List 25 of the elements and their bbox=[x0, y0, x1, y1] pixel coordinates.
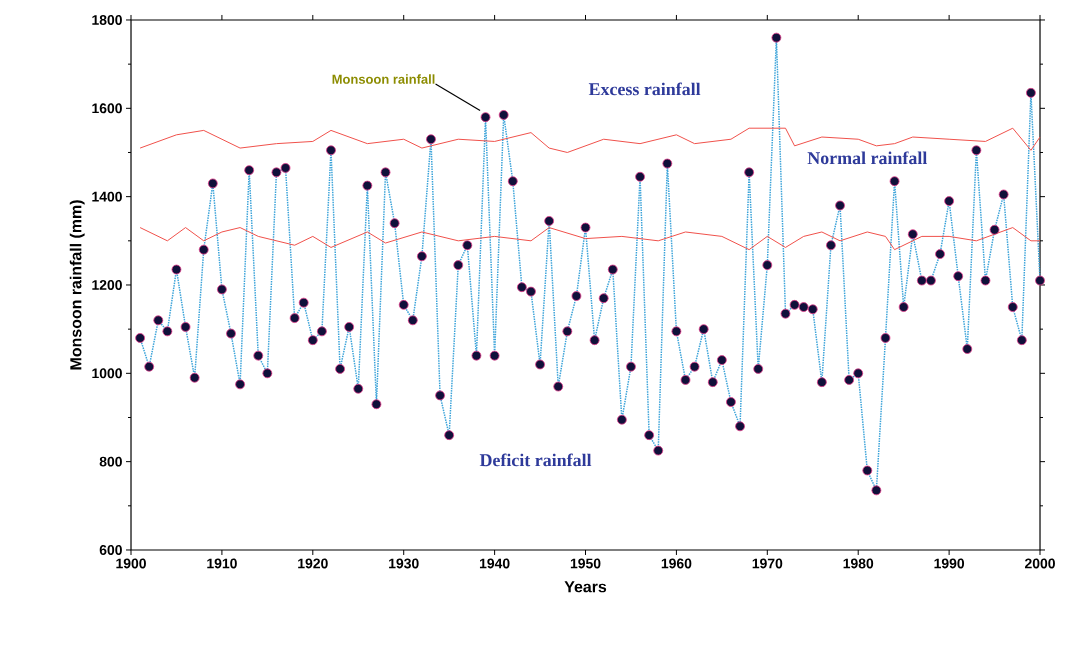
x-tick-label: 1950 bbox=[570, 558, 601, 569]
y-tick-label: 600 bbox=[99, 545, 122, 555]
y-tick-label: 1600 bbox=[92, 103, 122, 114]
x-tick-label: 1930 bbox=[389, 558, 419, 569]
y-tick-label: 1200 bbox=[92, 280, 122, 290]
x-axis-title: Years bbox=[564, 581, 607, 593]
annotation: Normal rainfall bbox=[807, 151, 928, 165]
y-tick-label: 800 bbox=[99, 456, 122, 467]
x-tick-label: 1980 bbox=[843, 558, 874, 569]
line-series bbox=[139, 127, 1041, 153]
x-tick-label: 1940 bbox=[479, 558, 510, 569]
x-tick-label: 1910 bbox=[207, 558, 237, 569]
x-tick-label: 1990 bbox=[934, 558, 965, 569]
x-tick-label: 1900 bbox=[116, 558, 146, 569]
y-tick-label: 1400 bbox=[92, 191, 122, 202]
annotation: Excess rainfall bbox=[588, 82, 701, 96]
x-tick-label: 2000 bbox=[1024, 558, 1055, 569]
x-tick-label: 1970 bbox=[752, 558, 783, 569]
y-tick-label: 1000 bbox=[92, 368, 122, 379]
x-tick-label: 1920 bbox=[298, 558, 328, 569]
y-axis-title: Monsoon rainfall (mm) bbox=[69, 200, 85, 370]
annotation: Deficit rainfall bbox=[479, 453, 592, 467]
y-tick-label: 1800 bbox=[92, 15, 122, 25]
annotation: Monsoon rainfall bbox=[332, 74, 435, 84]
x-tick-label: 1960 bbox=[661, 558, 692, 569]
